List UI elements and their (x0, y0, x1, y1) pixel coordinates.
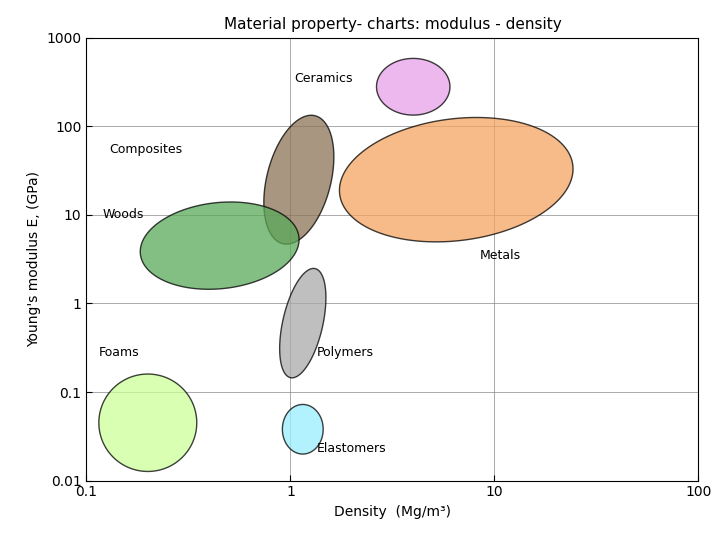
Text: Foams: Foams (99, 346, 140, 359)
Text: Polymers: Polymers (317, 346, 374, 359)
Text: Elastomers: Elastomers (317, 442, 387, 455)
Polygon shape (140, 202, 299, 289)
X-axis label: Density  (Mg/m³): Density (Mg/m³) (334, 505, 451, 519)
Polygon shape (282, 404, 323, 454)
Polygon shape (279, 268, 326, 378)
Text: Metals: Metals (480, 249, 521, 262)
Polygon shape (99, 374, 197, 471)
Y-axis label: Young's modulus E, (GPa): Young's modulus E, (GPa) (27, 171, 41, 347)
Text: Composites: Composites (109, 143, 183, 156)
Polygon shape (339, 118, 573, 242)
Title: Material property- charts: modulus - density: Material property- charts: modulus - den… (223, 17, 562, 32)
Polygon shape (377, 58, 450, 115)
Polygon shape (264, 115, 334, 244)
Text: Woods: Woods (102, 208, 144, 221)
Text: Ceramics: Ceramics (294, 72, 354, 85)
